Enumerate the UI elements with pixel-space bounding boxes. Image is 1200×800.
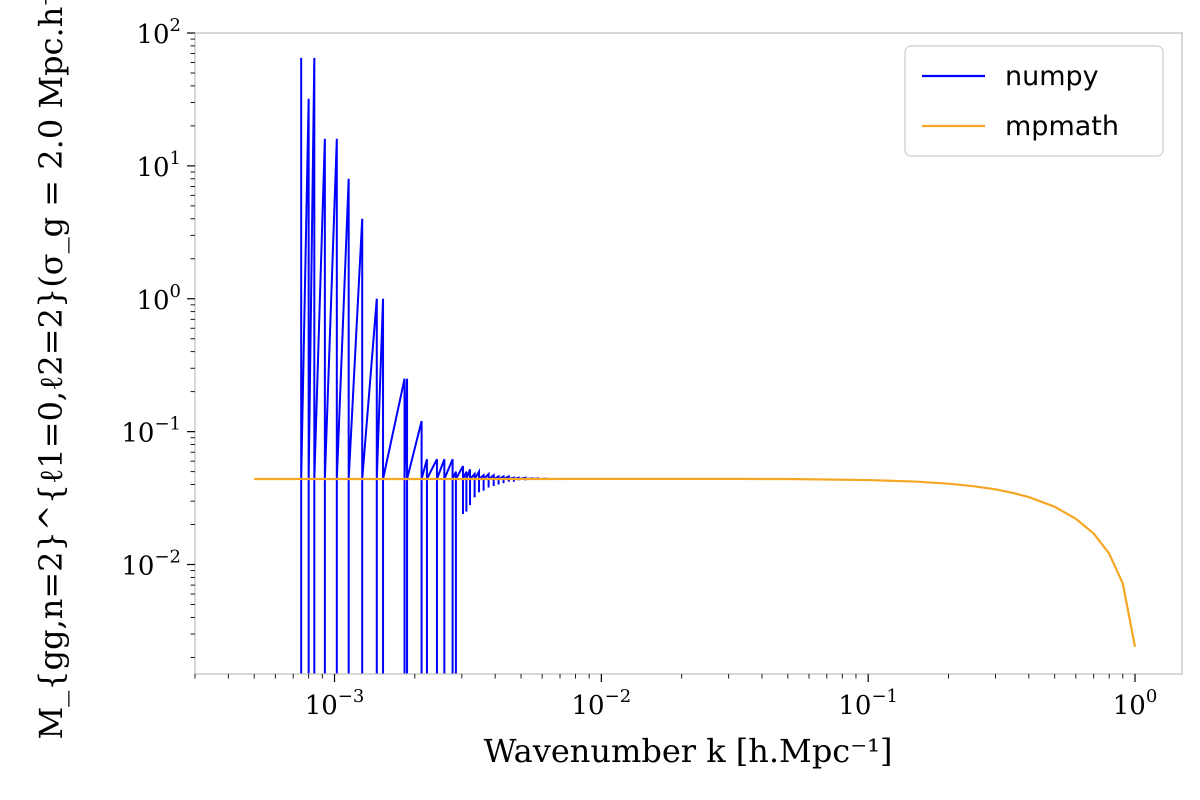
legend-label-numpy: numpy xyxy=(1005,61,1099,92)
series-line-numpy xyxy=(300,57,576,674)
legend-box xyxy=(904,45,1164,157)
x-tick-label: 10−1 xyxy=(838,686,898,721)
y-tick-label: 10−1 xyxy=(121,414,181,449)
plot-area xyxy=(254,57,1137,674)
x-tick-label: 10−3 xyxy=(305,686,365,721)
y-tick-label: 102 xyxy=(136,15,181,50)
y-axis-label: M_{gg,n=2}^{ℓ1=0,ℓ2=2}(σ_g = 2.0 Mpc.h⁻¹… xyxy=(32,0,70,740)
x-axis-label: Wavenumber k [h.Mpc⁻¹] xyxy=(484,732,893,770)
x-tick-label: 100 xyxy=(1113,686,1158,721)
y-tick-label: 101 xyxy=(136,148,181,183)
axis-ticks: 10−3 10−2 10−1 100 102 101 100 10−1 10−2 xyxy=(121,15,1157,721)
legend: numpy mpmath xyxy=(904,45,1164,157)
y-tick-label: 100 xyxy=(136,281,181,316)
legend-label-mpmath: mpmath xyxy=(1005,111,1119,142)
y-tick-label: 10−2 xyxy=(121,547,181,582)
x-tick-label: 10−2 xyxy=(572,686,632,721)
plot-frame xyxy=(194,32,1183,675)
series-line-mpmath xyxy=(254,477,1137,648)
